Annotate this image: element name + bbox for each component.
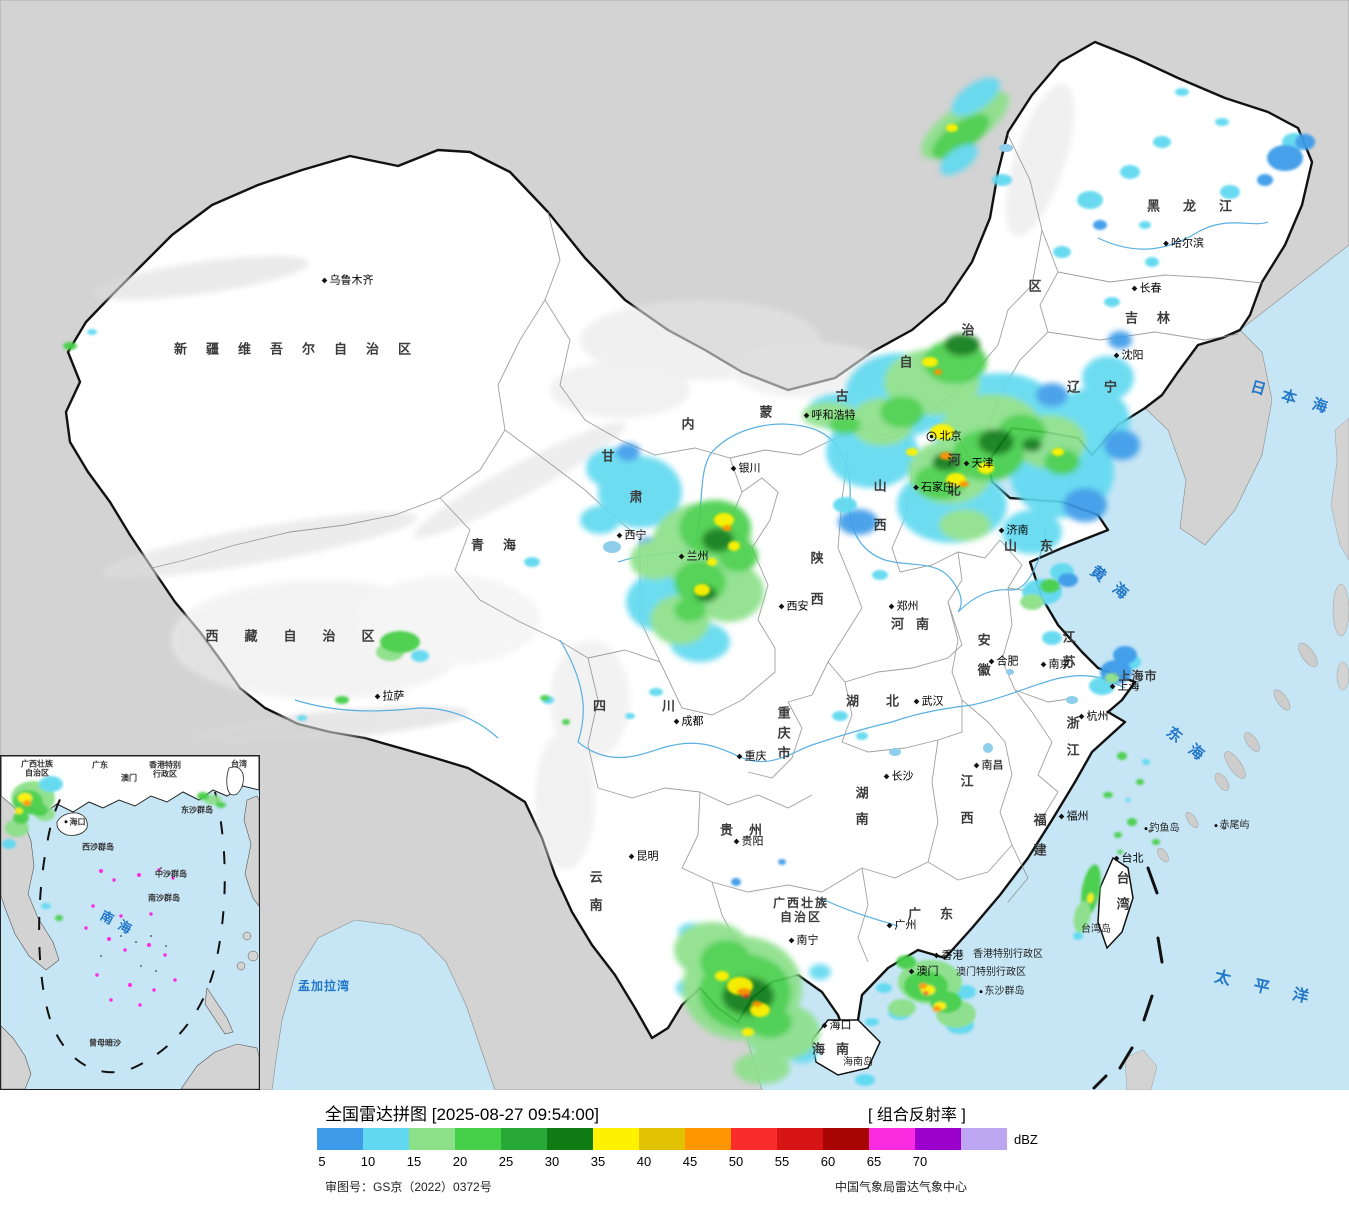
- dbz-unit-label: dBZ: [1014, 1132, 1038, 1147]
- legend-swatch-7: [639, 1128, 685, 1150]
- inset-luzon: [243, 795, 259, 907]
- legend-title: 全国雷达拼图 [2025-08-27 09:54:00]: [325, 1105, 600, 1124]
- china-radar-map: 黑龙江 吉林 辽宁内蒙古自治区新疆维吾尔自治区 西藏自治区 青海甘肃山西 河北 山东 河南 陕西…: [0, 0, 1349, 1090]
- legend-swatch-11: [823, 1128, 869, 1150]
- inset-hainan: [56, 812, 88, 836]
- inset-palawan: [204, 987, 234, 1035]
- scale-value-5: 5: [318, 1154, 326, 1169]
- scale-value-50: 50: [728, 1154, 744, 1169]
- scale-value-40: 40: [636, 1154, 652, 1169]
- radar-echo-layer: [63, 77, 1315, 1086]
- legend-swatch-10: [777, 1128, 823, 1150]
- legend-swatch-14: [961, 1128, 1007, 1150]
- legend-swatch-8: [685, 1128, 731, 1150]
- inset-island-dots: [95, 843, 170, 972]
- legend-swatch-9: [731, 1128, 777, 1150]
- nine-dash-line: [38, 791, 226, 1074]
- taiwan-island: [1097, 856, 1134, 950]
- ryukyu-islands: [1157, 642, 1318, 863]
- legend-swatch-4: [501, 1128, 547, 1150]
- scale-value-15: 15: [406, 1154, 422, 1169]
- scale-value-60: 60: [820, 1154, 836, 1169]
- south-china-sea-inset: 南海 广西壮族 自治区 广东 香港特别 行政区 澳门 台湾 海口 东沙群岛 西沙群岛 中沙群岛 南沙…: [0, 755, 260, 1090]
- agency-credit: 中国气象局雷达气象中心: [835, 1180, 968, 1194]
- luzon-island: [1124, 1049, 1158, 1090]
- inset-svg: [1, 756, 259, 1089]
- rivers: [294, 221, 1269, 927]
- scale-value-45: 45: [682, 1154, 698, 1169]
- inset-borneo: [180, 1043, 259, 1089]
- legend-swatch-13: [915, 1128, 961, 1150]
- legend-product-name: [ 组合反射率 ]: [868, 1107, 966, 1124]
- scale-value-25: 25: [498, 1154, 514, 1169]
- legend-swatch-2: [409, 1128, 455, 1150]
- legend-panel: 全国雷达拼图 [2025-08-27 09:54:00] [ 组合反射率 ] d…: [0, 1090, 1349, 1208]
- hainan-island: [811, 1019, 881, 1076]
- legend-swatch-5: [547, 1128, 593, 1150]
- inset-magenta-echoes: [84, 868, 177, 1007]
- inset-echoes: [2, 776, 226, 921]
- legend-swatch-1: [363, 1128, 409, 1150]
- scale-value-30: 30: [544, 1154, 560, 1169]
- dash-line-marks: [1092, 866, 1164, 1090]
- lakes: [603, 144, 1078, 756]
- basemap-svg: [0, 0, 1349, 1090]
- reflectivity-colorbar: [317, 1128, 1007, 1150]
- legend-swatch-3: [455, 1128, 501, 1150]
- scale-value-65: 65: [866, 1154, 882, 1169]
- legend-swatch-12: [869, 1128, 915, 1150]
- inset-visayas: [236, 931, 259, 971]
- scale-value-55: 55: [774, 1154, 790, 1169]
- senkaku-dots: [1148, 826, 1226, 833]
- scale-value-10: 10: [360, 1154, 376, 1169]
- scale-value-35: 35: [590, 1154, 606, 1169]
- map-approval-number: 审图号：GS京（2022）0372号: [325, 1180, 492, 1194]
- inset-malaya: [1, 1025, 32, 1089]
- japan-islands: [1330, 417, 1349, 691]
- scale-numbers: 5 10 15 20 25 30 35 40 45 50 55 60 65 70: [317, 1154, 1037, 1172]
- scale-value-70: 70: [912, 1154, 928, 1169]
- legend-swatch-0: [317, 1128, 363, 1150]
- scale-value-20: 20: [452, 1154, 468, 1169]
- inset-taiwan: [226, 766, 244, 796]
- legend-swatch-6: [593, 1128, 639, 1150]
